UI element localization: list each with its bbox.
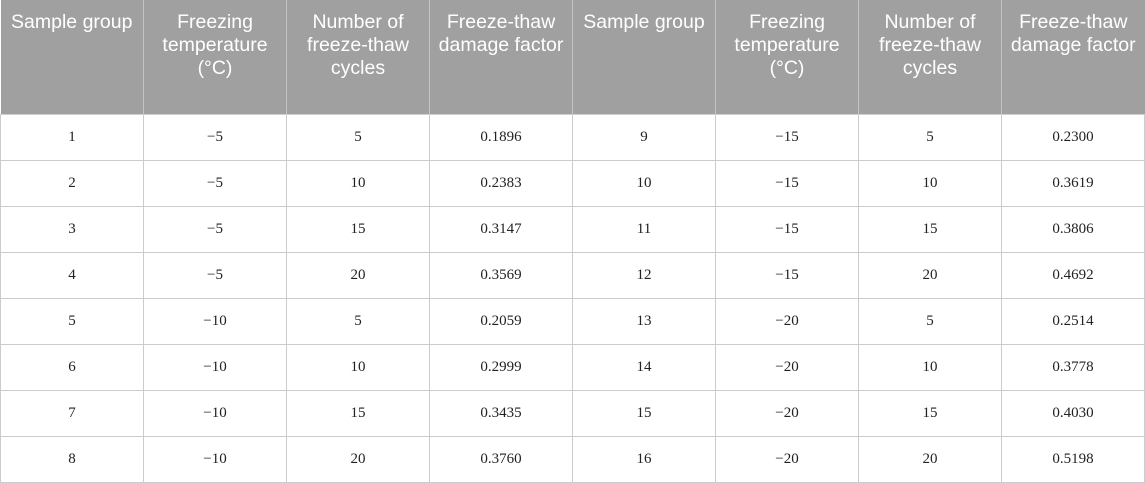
sample-group-cell: 14: [572, 343, 716, 391]
cycles-cell: 20: [286, 435, 430, 483]
freezing-temperature-cell: −5: [143, 113, 287, 161]
damage-factor-cell: 0.2999: [429, 343, 573, 391]
table-row: 6 −10 10 0.2999 14 −20 10 0.3778: [0, 343, 1145, 391]
freezing-temperature-cell: −15: [715, 205, 859, 253]
sample-group-cell: 16: [572, 435, 716, 483]
sample-group-cell: 13: [572, 297, 716, 345]
header-damage-factor: Freeze-thaw damage factor: [429, 0, 573, 115]
sample-group-cell: 7: [0, 389, 144, 437]
sample-group-cell: 15: [572, 389, 716, 437]
freezing-temperature-cell: −15: [715, 251, 859, 299]
damage-factor-cell: 0.2514: [1001, 297, 1145, 345]
freezing-temperature-cell: −20: [715, 435, 859, 483]
sample-group-cell: 10: [572, 159, 716, 207]
table-row: 3 −5 15 0.3147 11 −15 15 0.3806: [0, 205, 1145, 253]
table-body: 1 −5 5 0.1896 9 −15 5 0.2300 2 −5 10 0.2383 10 −15 10 0…: [0, 113, 1145, 483]
damage-factor-cell: 0.3619: [1001, 159, 1145, 207]
header-freezing-temperature-2: Freezing temperature (°C): [715, 0, 859, 115]
cycles-cell: 10: [286, 343, 430, 391]
header-sample-group: Sample group: [0, 0, 144, 115]
freezing-temperature-cell: −10: [143, 297, 287, 345]
cycles-cell: 5: [858, 113, 1002, 161]
freezing-temperature-cell: −15: [715, 159, 859, 207]
freezing-temperature-cell: −20: [715, 389, 859, 437]
damage-factor-cell: 0.3569: [429, 251, 573, 299]
table-row: 1 −5 5 0.1896 9 −15 5 0.2300: [0, 113, 1145, 161]
header-sample-group-2: Sample group: [572, 0, 716, 115]
cycles-cell: 10: [286, 159, 430, 207]
damage-factor-cell: 0.2383: [429, 159, 573, 207]
header-number-of-cycles-2: Number of freeze-thaw cycles: [858, 0, 1002, 115]
cycles-cell: 5: [286, 297, 430, 345]
sample-group-cell: 1: [0, 113, 144, 161]
cycles-cell: 20: [858, 435, 1002, 483]
table-row: 2 −5 10 0.2383 10 −15 10 0.3619: [0, 159, 1145, 207]
cycles-cell: 15: [858, 389, 1002, 437]
header-row: Sample group Freezing temperature (°C) N…: [0, 0, 1145, 115]
table-row: 8 −10 20 0.3760 16 −20 20 0.5198: [0, 435, 1145, 483]
table-header: Sample group Freezing temperature (°C) N…: [0, 0, 1145, 115]
cycles-cell: 5: [858, 297, 1002, 345]
sample-group-cell: 5: [0, 297, 144, 345]
freezing-temperature-cell: −10: [143, 343, 287, 391]
damage-factor-cell: 0.3778: [1001, 343, 1145, 391]
freezing-temperature-cell: −5: [143, 205, 287, 253]
sample-group-cell: 12: [572, 251, 716, 299]
table-row: 4 −5 20 0.3569 12 −15 20 0.4692: [0, 251, 1145, 299]
table-row: 7 −10 15 0.3435 15 −20 15 0.4030: [0, 389, 1145, 437]
damage-factor-cell: 0.4030: [1001, 389, 1145, 437]
damage-factor-cell: 0.2059: [429, 297, 573, 345]
damage-factor-cell: 0.3806: [1001, 205, 1145, 253]
freezing-temperature-cell: −5: [143, 159, 287, 207]
cycles-cell: 10: [858, 159, 1002, 207]
freezing-temperature-cell: −20: [715, 297, 859, 345]
damage-factor-cell: 0.3435: [429, 389, 573, 437]
sample-group-cell: 2: [0, 159, 144, 207]
cycles-cell: 5: [286, 113, 430, 161]
sample-group-cell: 4: [0, 251, 144, 299]
freezing-temperature-cell: −20: [715, 343, 859, 391]
freezing-temperature-cell: −5: [143, 251, 287, 299]
sample-group-cell: 6: [0, 343, 144, 391]
sample-group-cell: 11: [572, 205, 716, 253]
freezing-temperature-cell: −10: [143, 435, 287, 483]
header-freezing-temperature: Freezing temperature (°C): [143, 0, 287, 115]
cycles-cell: 20: [286, 251, 430, 299]
damage-factor-cell: 0.1896: [429, 113, 573, 161]
freezing-temperature-cell: −10: [143, 389, 287, 437]
damage-factor-cell: 0.4692: [1001, 251, 1145, 299]
cycles-cell: 15: [858, 205, 1002, 253]
table-row: 5 −10 5 0.2059 13 −20 5 0.2514: [0, 297, 1145, 345]
header-number-of-cycles: Number of freeze-thaw cycles: [286, 0, 430, 115]
cycles-cell: 15: [286, 389, 430, 437]
damage-factor-cell: 0.3147: [429, 205, 573, 253]
header-damage-factor-2: Freeze-thaw damage factor: [1001, 0, 1145, 115]
sample-group-cell: 3: [0, 205, 144, 253]
damage-factor-cell: 0.2300: [1001, 113, 1145, 161]
cycles-cell: 15: [286, 205, 430, 253]
damage-factor-cell: 0.3760: [429, 435, 573, 483]
sample-group-cell: 8: [0, 435, 144, 483]
cycles-cell: 20: [858, 251, 1002, 299]
cycles-cell: 10: [858, 343, 1002, 391]
sample-group-cell: 9: [572, 113, 716, 161]
freezing-temperature-cell: −15: [715, 113, 859, 161]
damage-factor-cell: 0.5198: [1001, 435, 1145, 483]
